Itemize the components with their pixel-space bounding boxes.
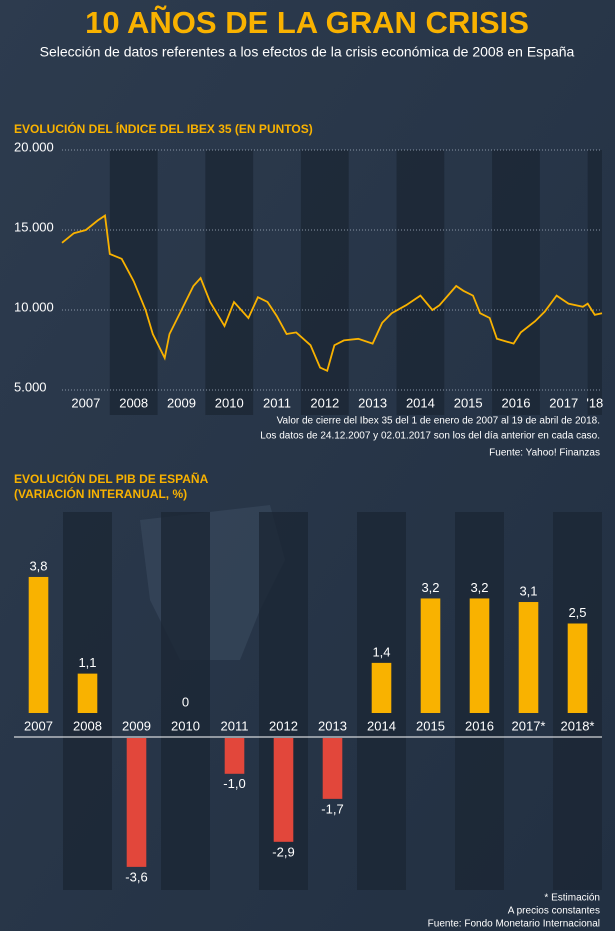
x-tick-label: 2013 [318,718,347,733]
x-tick-label: 2010 [215,395,244,410]
bar [77,673,98,713]
x-tick-label: 2017* [512,718,546,733]
value-label: 3,2 [421,580,439,595]
source: Fuente: Yahoo! Finanzas [489,448,600,459]
year-band [492,150,540,415]
x-tick-label: 2010 [171,718,200,733]
x-tick-label: '18 [586,395,603,410]
year-band [587,150,602,415]
value-label: -1,7 [321,801,343,816]
note: A precios constantes [508,906,600,917]
bar [469,598,490,713]
value-label: -3,6 [125,869,147,884]
y-tick-label: 15.000 [14,219,54,234]
bar [420,598,441,713]
value-label: 2,5 [568,605,586,620]
year-band [161,512,210,890]
x-tick-label: 2009 [167,395,196,410]
y-tick-label: 5.000 [14,379,47,394]
x-tick-label: 2007 [71,395,100,410]
x-tick-label: 2008 [73,718,102,733]
y-tick-label: 20.000 [14,139,54,154]
value-label: 1,4 [372,644,390,659]
chart-title: EVOLUCIÓN DEL PIB DE ESPAÑA [14,471,209,486]
x-tick-label: 2007 [24,718,53,733]
bar [273,738,294,842]
x-tick-label: 2018* [561,718,595,733]
x-tick-label: 2009 [122,718,151,733]
title: 10 AÑOS DE LA GRAN CRISIS [85,5,529,40]
value-label: -1,0 [223,776,245,791]
x-tick-label: 2012 [310,395,339,410]
x-tick-label: 2016 [465,718,494,733]
year-band [205,150,254,415]
bar [126,738,147,867]
value-label: -2,9 [272,844,294,859]
x-tick-label: 2011 [263,395,291,410]
note: * Estimación [544,893,600,904]
source: Fuente: Fondo Monetario Internacional [428,919,600,930]
x-tick-label: 2011 [221,718,249,733]
year-band [396,150,445,415]
x-tick-label: 2015 [416,718,445,733]
x-tick-label: 2014 [367,718,396,733]
y-tick-label: 10.000 [14,299,54,314]
x-tick-label: 2014 [406,395,435,410]
value-label: 3,8 [29,558,47,573]
ibex-line [61,214,603,373]
value-label: 3,2 [470,580,488,595]
chart-title: (VARIACIÓN INTERANUAL, %) [14,486,187,501]
x-tick-label: 2015 [454,395,483,410]
bar [567,623,588,713]
note: Valor de cierre del Ibex 35 del 1 de ene… [277,416,600,427]
year-band [300,150,349,415]
x-tick-label: 2017 [549,395,578,410]
subtitle: Selección de datos referentes a los efec… [40,44,575,60]
value-label: 0 [182,694,189,709]
x-tick-label: 2013 [358,395,387,410]
bar [371,662,392,713]
value-label: 3,1 [519,583,537,598]
bar [518,602,539,713]
bar [28,576,49,713]
x-tick-label: 2012 [269,718,298,733]
x-tick-label: 2016 [502,395,531,410]
bar [224,738,245,774]
x-tick-label: 2008 [119,395,148,410]
chart-title: EVOLUCIÓN DEL ÍNDICE DEL IBEX 35 (EN PUN… [14,121,313,136]
note: Los datos de 24.12.2007 y 02.01.2017 son… [260,431,600,442]
bar [322,738,343,799]
value-label: 1,1 [78,655,96,670]
